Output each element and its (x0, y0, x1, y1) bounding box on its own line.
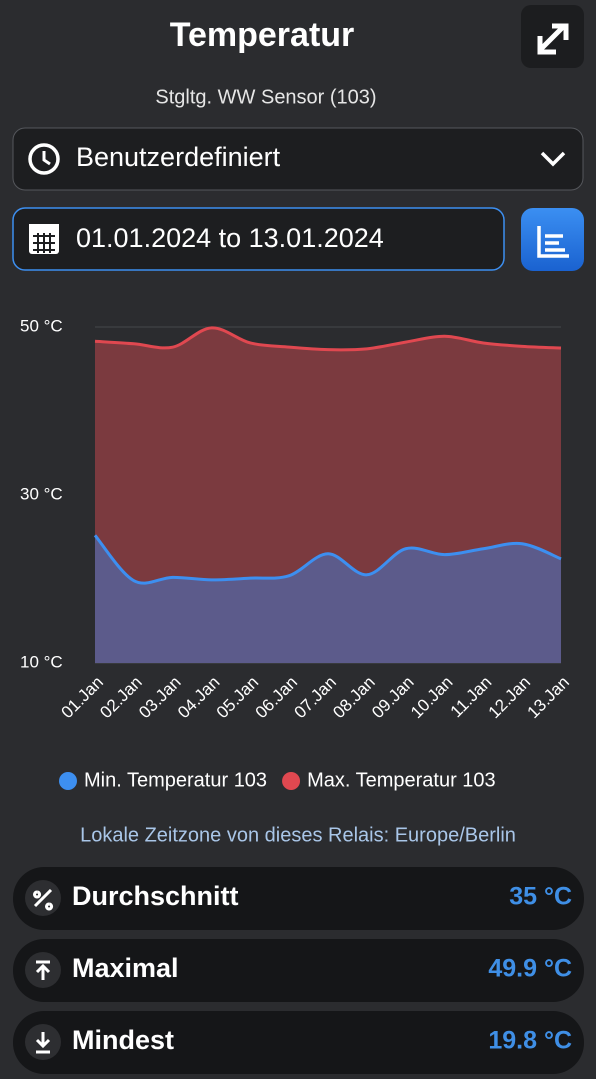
stat-icon (35, 1032, 51, 1054)
subtitle: Stgltg. WW Sensor (103) (155, 86, 376, 108)
stat-value: 19.8 °C (488, 1027, 572, 1055)
stats: Durchschnitt 35 °C Maximal 49.9 °C Mindest 19… (13, 867, 584, 1074)
y-tick-label: 30 °C (20, 484, 63, 503)
timezone-note: Lokale Zeitzone von dieses Relais: Europ… (80, 824, 516, 846)
x-tick-label: 04.Jan (174, 673, 224, 723)
expand-button[interactable] (521, 5, 584, 68)
date-range-text: 01.01.2024 to 13.01.2024 (76, 223, 384, 253)
x-tick-label: 08.Jan (329, 673, 379, 723)
x-tick-label: 05.Jan (213, 673, 263, 723)
x-tick-label: 10.Jan (407, 673, 457, 723)
title: Temperatur (170, 16, 355, 54)
stat-value: 49.9 °C (488, 955, 572, 983)
stat-label: Maximal (72, 953, 179, 983)
legend-label: Min. Temperatur 103 (84, 769, 267, 791)
chart: 10 °C30 °C50 °C01.Jan02.Jan03.Jan04.Jan0… (20, 316, 573, 791)
x-tick-label: 11.Jan (447, 673, 496, 722)
x-tick-label: 13.Jan (523, 673, 573, 723)
y-tick-label: 50 °C (20, 316, 63, 335)
stat-label: Mindest (72, 1025, 174, 1055)
stat-icon (35, 960, 51, 980)
x-tick-label: 06.Jan (252, 673, 302, 723)
series-line (94, 326, 562, 352)
stat-value: 35 °C (509, 883, 572, 911)
legend-marker (59, 772, 77, 790)
range-dropdown[interactable]: Benutzerdefiniert (12, 127, 584, 191)
series-line (93, 534, 562, 585)
date-input[interactable]: 01.01.2024 to 13.01.2024 (12, 207, 505, 271)
dropdown-label: Benutzerdefiniert (76, 142, 281, 172)
legend-label: Max. Temperatur 103 (307, 769, 496, 791)
chart-button[interactable] (521, 208, 584, 271)
area-fill (95, 535, 561, 663)
x-tick-label: 02.Jan (96, 673, 146, 723)
x-tick-label: 09.Jan (368, 673, 418, 723)
legend-marker (282, 772, 301, 790)
stat-row (13, 1011, 584, 1074)
stat-icon (33, 888, 54, 911)
x-tick-label: 07.Jan (290, 673, 340, 723)
stat-row (13, 867, 584, 930)
x-tick-label: 12.Jan (485, 673, 535, 723)
x-tick-label: 01.Jan (57, 673, 107, 723)
stat-label: Durchschnitt (72, 881, 239, 911)
y-tick-label: 10 °C (20, 652, 63, 671)
x-tick-label: 03.Jan (135, 673, 185, 723)
stat-row (13, 939, 584, 1002)
